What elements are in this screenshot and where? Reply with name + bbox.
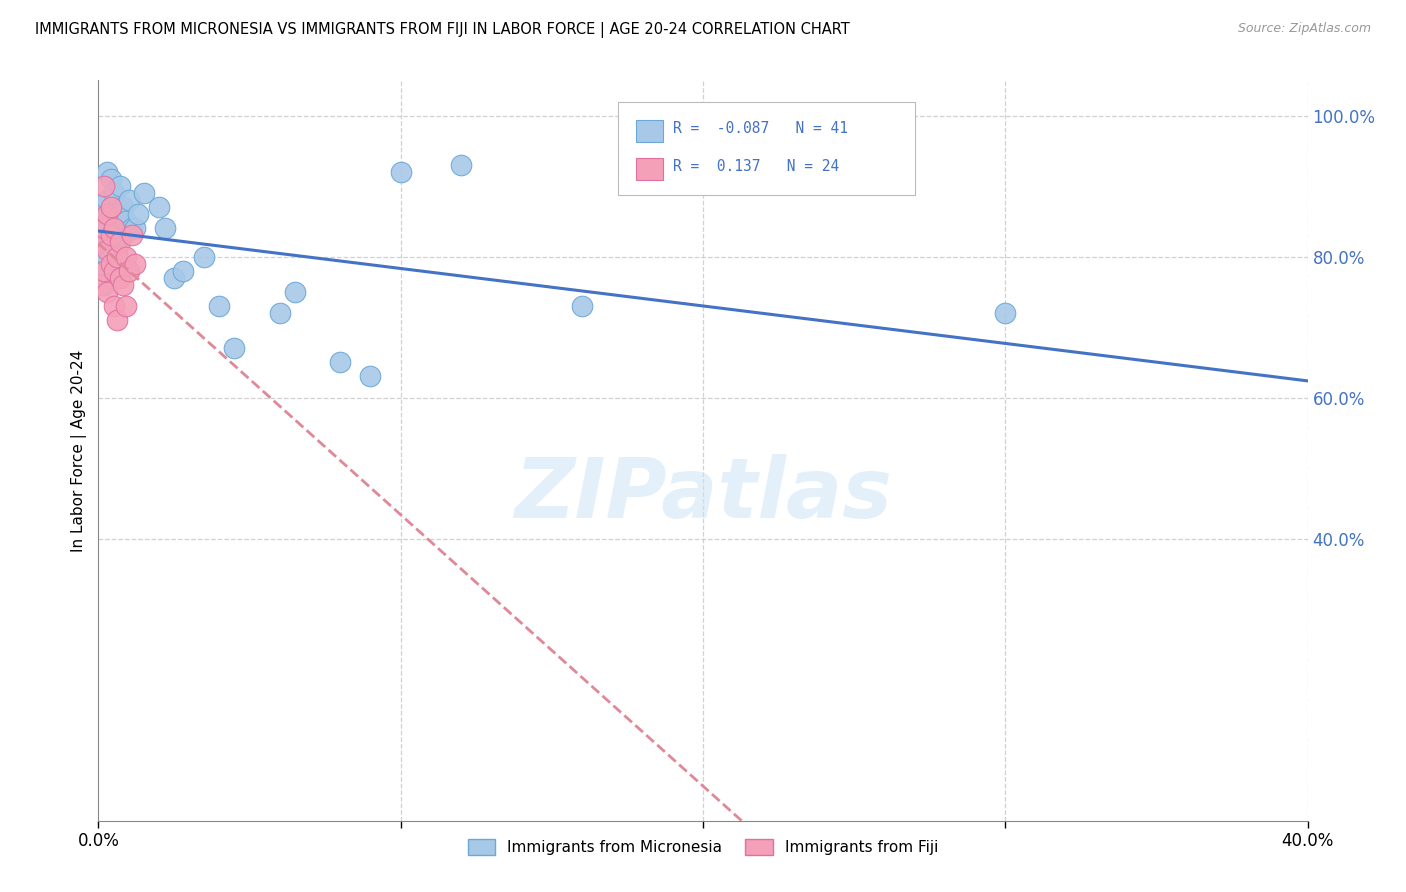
Point	[111, 228, 134, 243]
Point	[994, 306, 1017, 320]
Point	[571, 299, 593, 313]
Point	[124, 221, 146, 235]
Point	[105, 243, 128, 257]
Point	[114, 250, 136, 264]
Point	[111, 277, 134, 292]
Point	[124, 257, 146, 271]
Point	[96, 243, 118, 257]
Point	[100, 200, 122, 214]
Point	[193, 250, 215, 264]
Point	[450, 158, 472, 172]
Point	[100, 228, 122, 243]
Point	[148, 200, 170, 214]
Point	[93, 235, 115, 250]
Point	[103, 228, 125, 243]
Text: R =  0.137   N = 24: R = 0.137 N = 24	[672, 160, 839, 175]
FancyBboxPatch shape	[619, 103, 915, 195]
Point	[269, 306, 291, 320]
Point	[105, 313, 128, 327]
Point	[111, 200, 134, 214]
Point	[93, 263, 115, 277]
Point	[224, 341, 246, 355]
Point	[96, 193, 118, 207]
Point	[108, 235, 131, 250]
Point	[172, 263, 194, 277]
Point	[127, 207, 149, 221]
Text: ZIPatlas: ZIPatlas	[515, 454, 891, 535]
Point	[105, 214, 128, 228]
Legend: Immigrants from Micronesia, Immigrants from Fiji: Immigrants from Micronesia, Immigrants f…	[461, 833, 945, 861]
Point	[93, 200, 115, 214]
Point	[90, 257, 112, 271]
Y-axis label: In Labor Force | Age 20-24: In Labor Force | Age 20-24	[72, 350, 87, 551]
Point	[103, 186, 125, 200]
Point	[153, 221, 176, 235]
Point	[90, 228, 112, 243]
Point	[90, 235, 112, 250]
Point	[108, 207, 131, 221]
Point	[121, 228, 143, 243]
Point	[360, 369, 382, 384]
Point	[121, 221, 143, 235]
Point	[96, 285, 118, 299]
Point	[105, 250, 128, 264]
Point	[93, 179, 115, 194]
Point	[96, 165, 118, 179]
Point	[103, 263, 125, 277]
Point	[90, 277, 112, 292]
Point	[132, 186, 155, 200]
Point	[114, 299, 136, 313]
Point	[103, 221, 125, 235]
Point	[96, 221, 118, 235]
Point	[93, 221, 115, 235]
Point	[100, 257, 122, 271]
Point	[284, 285, 307, 299]
Text: Source: ZipAtlas.com: Source: ZipAtlas.com	[1237, 22, 1371, 36]
Bar	[637, 158, 664, 180]
Point	[114, 214, 136, 228]
Point	[103, 263, 125, 277]
Point	[93, 277, 115, 292]
Point	[118, 193, 141, 207]
Point	[108, 270, 131, 285]
Point	[118, 263, 141, 277]
Point	[103, 299, 125, 313]
Point	[108, 179, 131, 194]
Point	[100, 207, 122, 221]
Point	[208, 299, 231, 313]
Text: R =  -0.087   N = 41: R = -0.087 N = 41	[672, 121, 848, 136]
Point	[100, 172, 122, 186]
Point	[163, 270, 186, 285]
Text: IMMIGRANTS FROM MICRONESIA VS IMMIGRANTS FROM FIJI IN LABOR FORCE | AGE 20-24 CO: IMMIGRANTS FROM MICRONESIA VS IMMIGRANTS…	[35, 22, 849, 38]
Bar	[637, 120, 664, 142]
Point	[96, 207, 118, 221]
Point	[389, 165, 412, 179]
Point	[96, 250, 118, 264]
Point	[329, 355, 352, 369]
